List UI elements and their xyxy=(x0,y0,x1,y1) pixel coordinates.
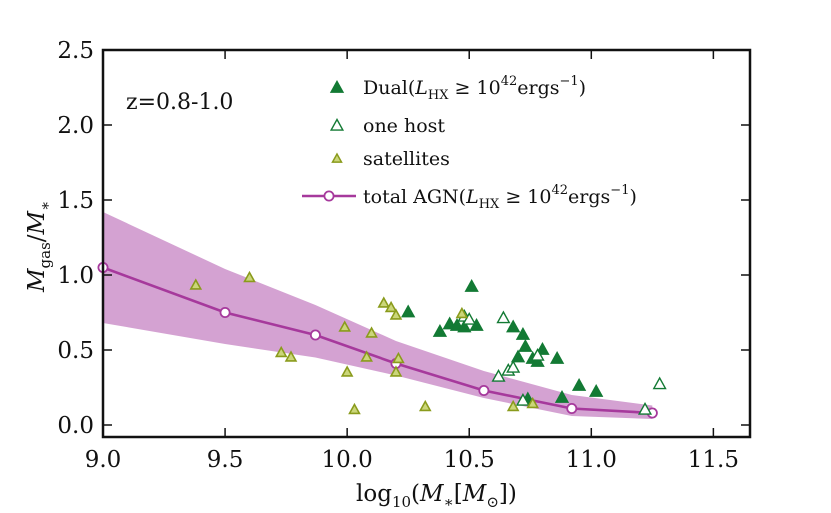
legend-label-satellites: satellites xyxy=(363,148,450,170)
legend-label-dual: Dual(LHX ≥ 1042ergs−1) xyxy=(363,74,586,103)
x-tick-label: 9.5 xyxy=(207,447,244,473)
legend-symbol-total-marker xyxy=(323,190,335,202)
x-tick-label: 11.0 xyxy=(566,447,617,473)
total-agn-point xyxy=(219,306,231,318)
satellite-point xyxy=(526,396,540,409)
onehost-point xyxy=(652,376,667,390)
dual-point xyxy=(518,338,533,352)
satellite-point xyxy=(338,320,352,332)
satellite-point xyxy=(348,402,361,415)
dual-point xyxy=(464,278,479,292)
onehost-point xyxy=(491,369,506,382)
y-tick-label: 1.0 xyxy=(57,263,94,289)
satellite-point xyxy=(360,350,373,362)
satellite-point xyxy=(365,326,378,338)
dual-point xyxy=(457,319,472,333)
legend-label-total: total AGN(LHX ≥ 1042ergs−1) xyxy=(363,183,637,212)
legend: Dual(LHX ≥ 1042ergs−1) one host satellit… xyxy=(302,74,637,212)
x-tick-label: 11.5 xyxy=(688,447,739,473)
legend-label-onehost: one host xyxy=(363,115,445,137)
satellite-point xyxy=(284,350,298,362)
y-tick-label: 1.5 xyxy=(57,188,94,214)
satellite-point xyxy=(340,365,354,377)
total-agn-point xyxy=(478,384,490,396)
satellite-point xyxy=(389,308,403,320)
x-tick-label: 9.0 xyxy=(85,447,122,473)
onehost-point xyxy=(496,310,511,324)
x-axis-title: log10(M∗[M⊙]) xyxy=(356,481,517,511)
legend-symbol-dual xyxy=(329,79,345,93)
onehost-point xyxy=(506,360,521,373)
plot-frame xyxy=(101,48,752,439)
onehost-point xyxy=(462,312,477,325)
dual-point xyxy=(506,319,521,333)
legend-symbol-onehost xyxy=(329,118,345,131)
ticks-layer: 9.0 9.5 10.0 10.5 11.0 11.5 0.0 0.5 1.0 1.5 2.0 2.5 xyxy=(57,38,750,473)
x-tick-label: 10.0 xyxy=(322,447,373,473)
satellite-point xyxy=(377,296,391,308)
satellite-point xyxy=(274,345,288,358)
y-axis-title: Mgas/M∗ xyxy=(24,201,54,293)
legend-symbol-satellites xyxy=(331,152,343,163)
dual-point xyxy=(510,349,526,363)
dual-point xyxy=(554,389,570,403)
dual-point xyxy=(515,326,531,340)
total-agn-point xyxy=(309,329,321,341)
satellite-point xyxy=(392,351,405,364)
satellite-point xyxy=(389,365,403,377)
satellite-point xyxy=(455,306,469,319)
satellite-point xyxy=(189,278,203,290)
satellite-point xyxy=(243,270,256,283)
dual-point xyxy=(549,350,565,364)
satellite-point xyxy=(384,300,398,313)
onehost-point xyxy=(637,402,653,415)
scatter-markers-layer xyxy=(189,270,667,415)
dual-point xyxy=(589,383,604,397)
onehost-point xyxy=(530,348,545,361)
confidence-band xyxy=(103,212,653,419)
dual-point xyxy=(432,323,448,337)
legend-symbols xyxy=(302,79,356,202)
dual-point xyxy=(401,304,416,318)
y-tick-label: 2.0 xyxy=(57,113,94,139)
onehost-point xyxy=(515,393,530,406)
x-tick-label: 10.5 xyxy=(444,447,495,473)
y-tick-label: 0.0 xyxy=(57,413,94,439)
y-tick-label: 2.5 xyxy=(57,38,94,64)
y-tick-label: 0.5 xyxy=(57,338,94,364)
confidence-band-layer xyxy=(103,212,653,419)
dual-point xyxy=(571,377,587,391)
total-agn-point xyxy=(566,402,578,414)
satellite-point xyxy=(506,399,520,412)
satellite-point xyxy=(418,399,432,412)
redshift-annotation: z=0.8-1.0 xyxy=(126,90,233,115)
